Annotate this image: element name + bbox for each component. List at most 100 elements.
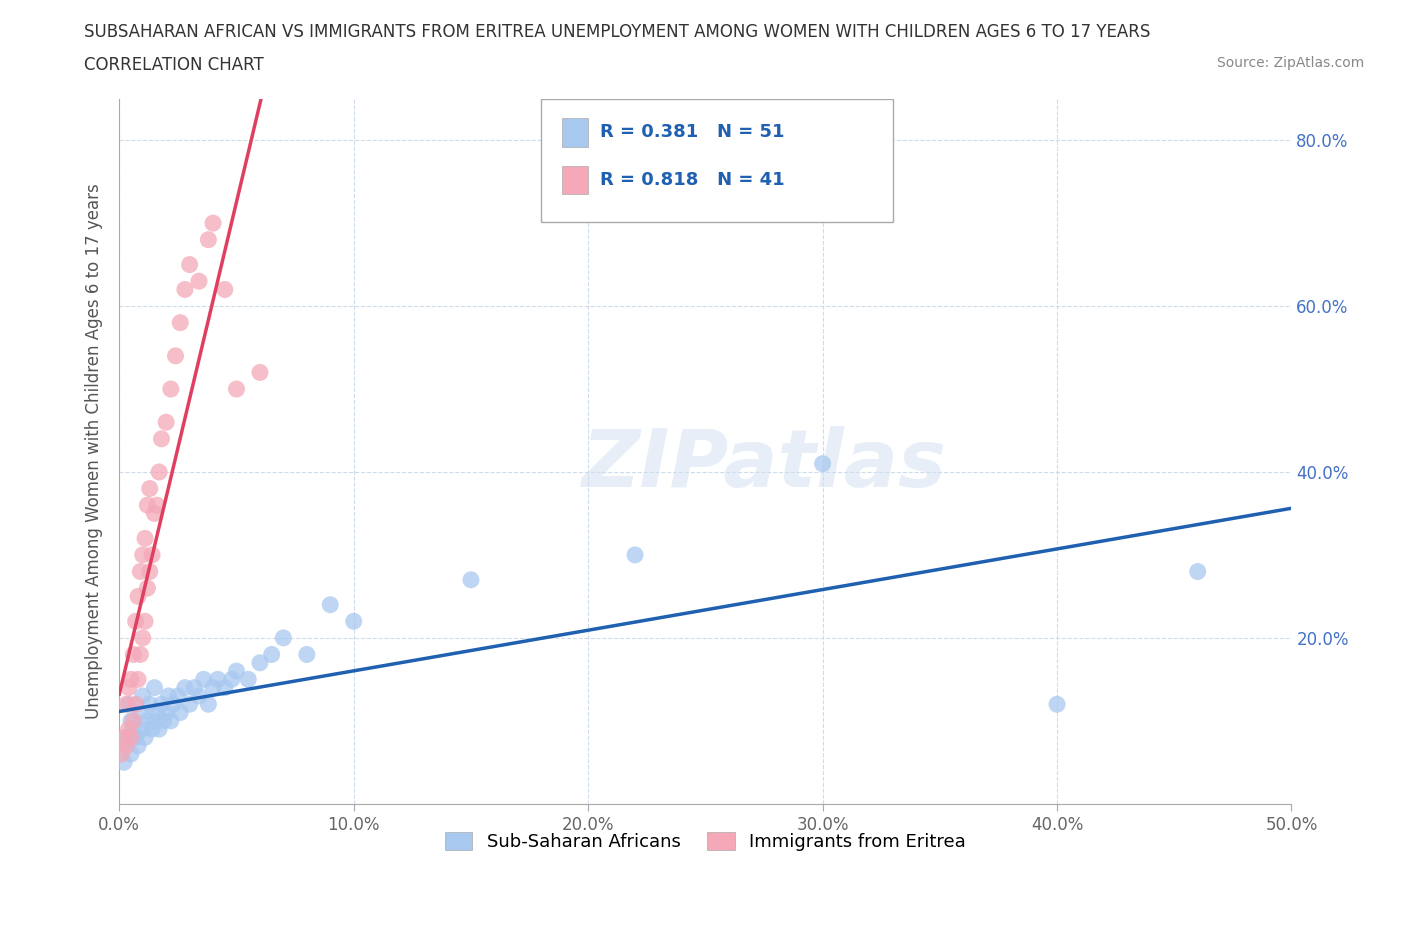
Point [120, 671, 142, 686]
Point [127, 738, 149, 753]
Point [136, 713, 159, 728]
Point [127, 671, 149, 686]
Point [1046, 697, 1069, 711]
Point [118, 722, 141, 737]
Point [141, 722, 163, 737]
Point [174, 282, 197, 297]
Point [157, 688, 180, 703]
Point [169, 315, 191, 330]
Point [132, 631, 155, 645]
Point [118, 697, 141, 711]
Point [148, 722, 170, 737]
Point [319, 597, 342, 612]
Point [115, 738, 138, 753]
Point [129, 705, 152, 720]
Point [132, 722, 155, 737]
Point [110, 738, 132, 753]
Point [1187, 565, 1209, 579]
Point [148, 465, 170, 480]
Point [174, 680, 197, 695]
Point [202, 216, 225, 231]
Point [150, 697, 173, 711]
Point [188, 688, 211, 703]
Point [193, 671, 215, 686]
Point [160, 713, 183, 728]
Point [295, 647, 318, 662]
Point [225, 664, 247, 679]
Point [162, 697, 184, 711]
Point [143, 713, 166, 728]
FancyBboxPatch shape [562, 166, 588, 193]
Point [260, 647, 283, 662]
Point [214, 282, 236, 297]
Point [132, 548, 155, 563]
Text: Source: ZipAtlas.com: Source: ZipAtlas.com [1216, 56, 1364, 70]
Point [146, 498, 169, 512]
Point [160, 381, 183, 396]
Point [120, 730, 142, 745]
Point [129, 565, 152, 579]
Point [127, 589, 149, 604]
Point [134, 614, 156, 629]
Point [146, 705, 169, 720]
Point [120, 747, 142, 762]
Point [153, 713, 176, 728]
Point [221, 671, 243, 686]
Point [115, 697, 138, 711]
Point [197, 697, 219, 711]
Point [188, 273, 211, 288]
Point [179, 258, 201, 272]
Point [238, 671, 260, 686]
Point [202, 680, 225, 695]
Point [197, 232, 219, 247]
Text: R = 0.381   N = 51: R = 0.381 N = 51 [600, 123, 785, 140]
Point [136, 498, 159, 512]
Text: R = 0.818   N = 41: R = 0.818 N = 41 [600, 171, 785, 189]
Point [125, 614, 148, 629]
Point [132, 688, 155, 703]
Point [134, 730, 156, 745]
Point [249, 365, 271, 379]
Point [136, 580, 159, 595]
Point [143, 506, 166, 521]
FancyBboxPatch shape [541, 99, 893, 222]
Text: SUBSAHARAN AFRICAN VS IMMIGRANTS FROM ERITREA UNEMPLOYMENT AMONG WOMEN WITH CHIL: SUBSAHARAN AFRICAN VS IMMIGRANTS FROM ER… [84, 23, 1150, 41]
Point [460, 572, 482, 587]
Point [155, 415, 177, 430]
Point [120, 713, 142, 728]
Point [141, 548, 163, 563]
Point [118, 680, 141, 695]
Legend: Sub-Saharan Africans, Immigrants from Eritrea: Sub-Saharan Africans, Immigrants from Er… [437, 825, 973, 858]
Point [112, 730, 135, 745]
Y-axis label: Unemployment Among Women with Children Ages 6 to 17 years: Unemployment Among Women with Children A… [86, 183, 103, 719]
Point [125, 697, 148, 711]
Point [167, 688, 190, 703]
Point [112, 755, 135, 770]
Text: CORRELATION CHART: CORRELATION CHART [84, 56, 264, 73]
Point [122, 713, 145, 728]
Point [249, 656, 271, 671]
Point [624, 548, 647, 563]
Point [165, 349, 187, 364]
Point [122, 647, 145, 662]
Point [207, 671, 229, 686]
Point [143, 680, 166, 695]
Point [214, 680, 236, 695]
Point [115, 730, 138, 745]
Point [122, 722, 145, 737]
Point [169, 705, 191, 720]
Point [129, 647, 152, 662]
Point [139, 697, 162, 711]
Point [110, 747, 132, 762]
Point [125, 730, 148, 745]
Point [811, 457, 834, 472]
Point [150, 432, 173, 446]
Point [155, 705, 177, 720]
Point [225, 381, 247, 396]
Text: ZIPatlas: ZIPatlas [582, 426, 946, 504]
FancyBboxPatch shape [562, 118, 588, 147]
Point [139, 481, 162, 496]
Point [273, 631, 295, 645]
Point [343, 614, 366, 629]
Point [134, 531, 156, 546]
